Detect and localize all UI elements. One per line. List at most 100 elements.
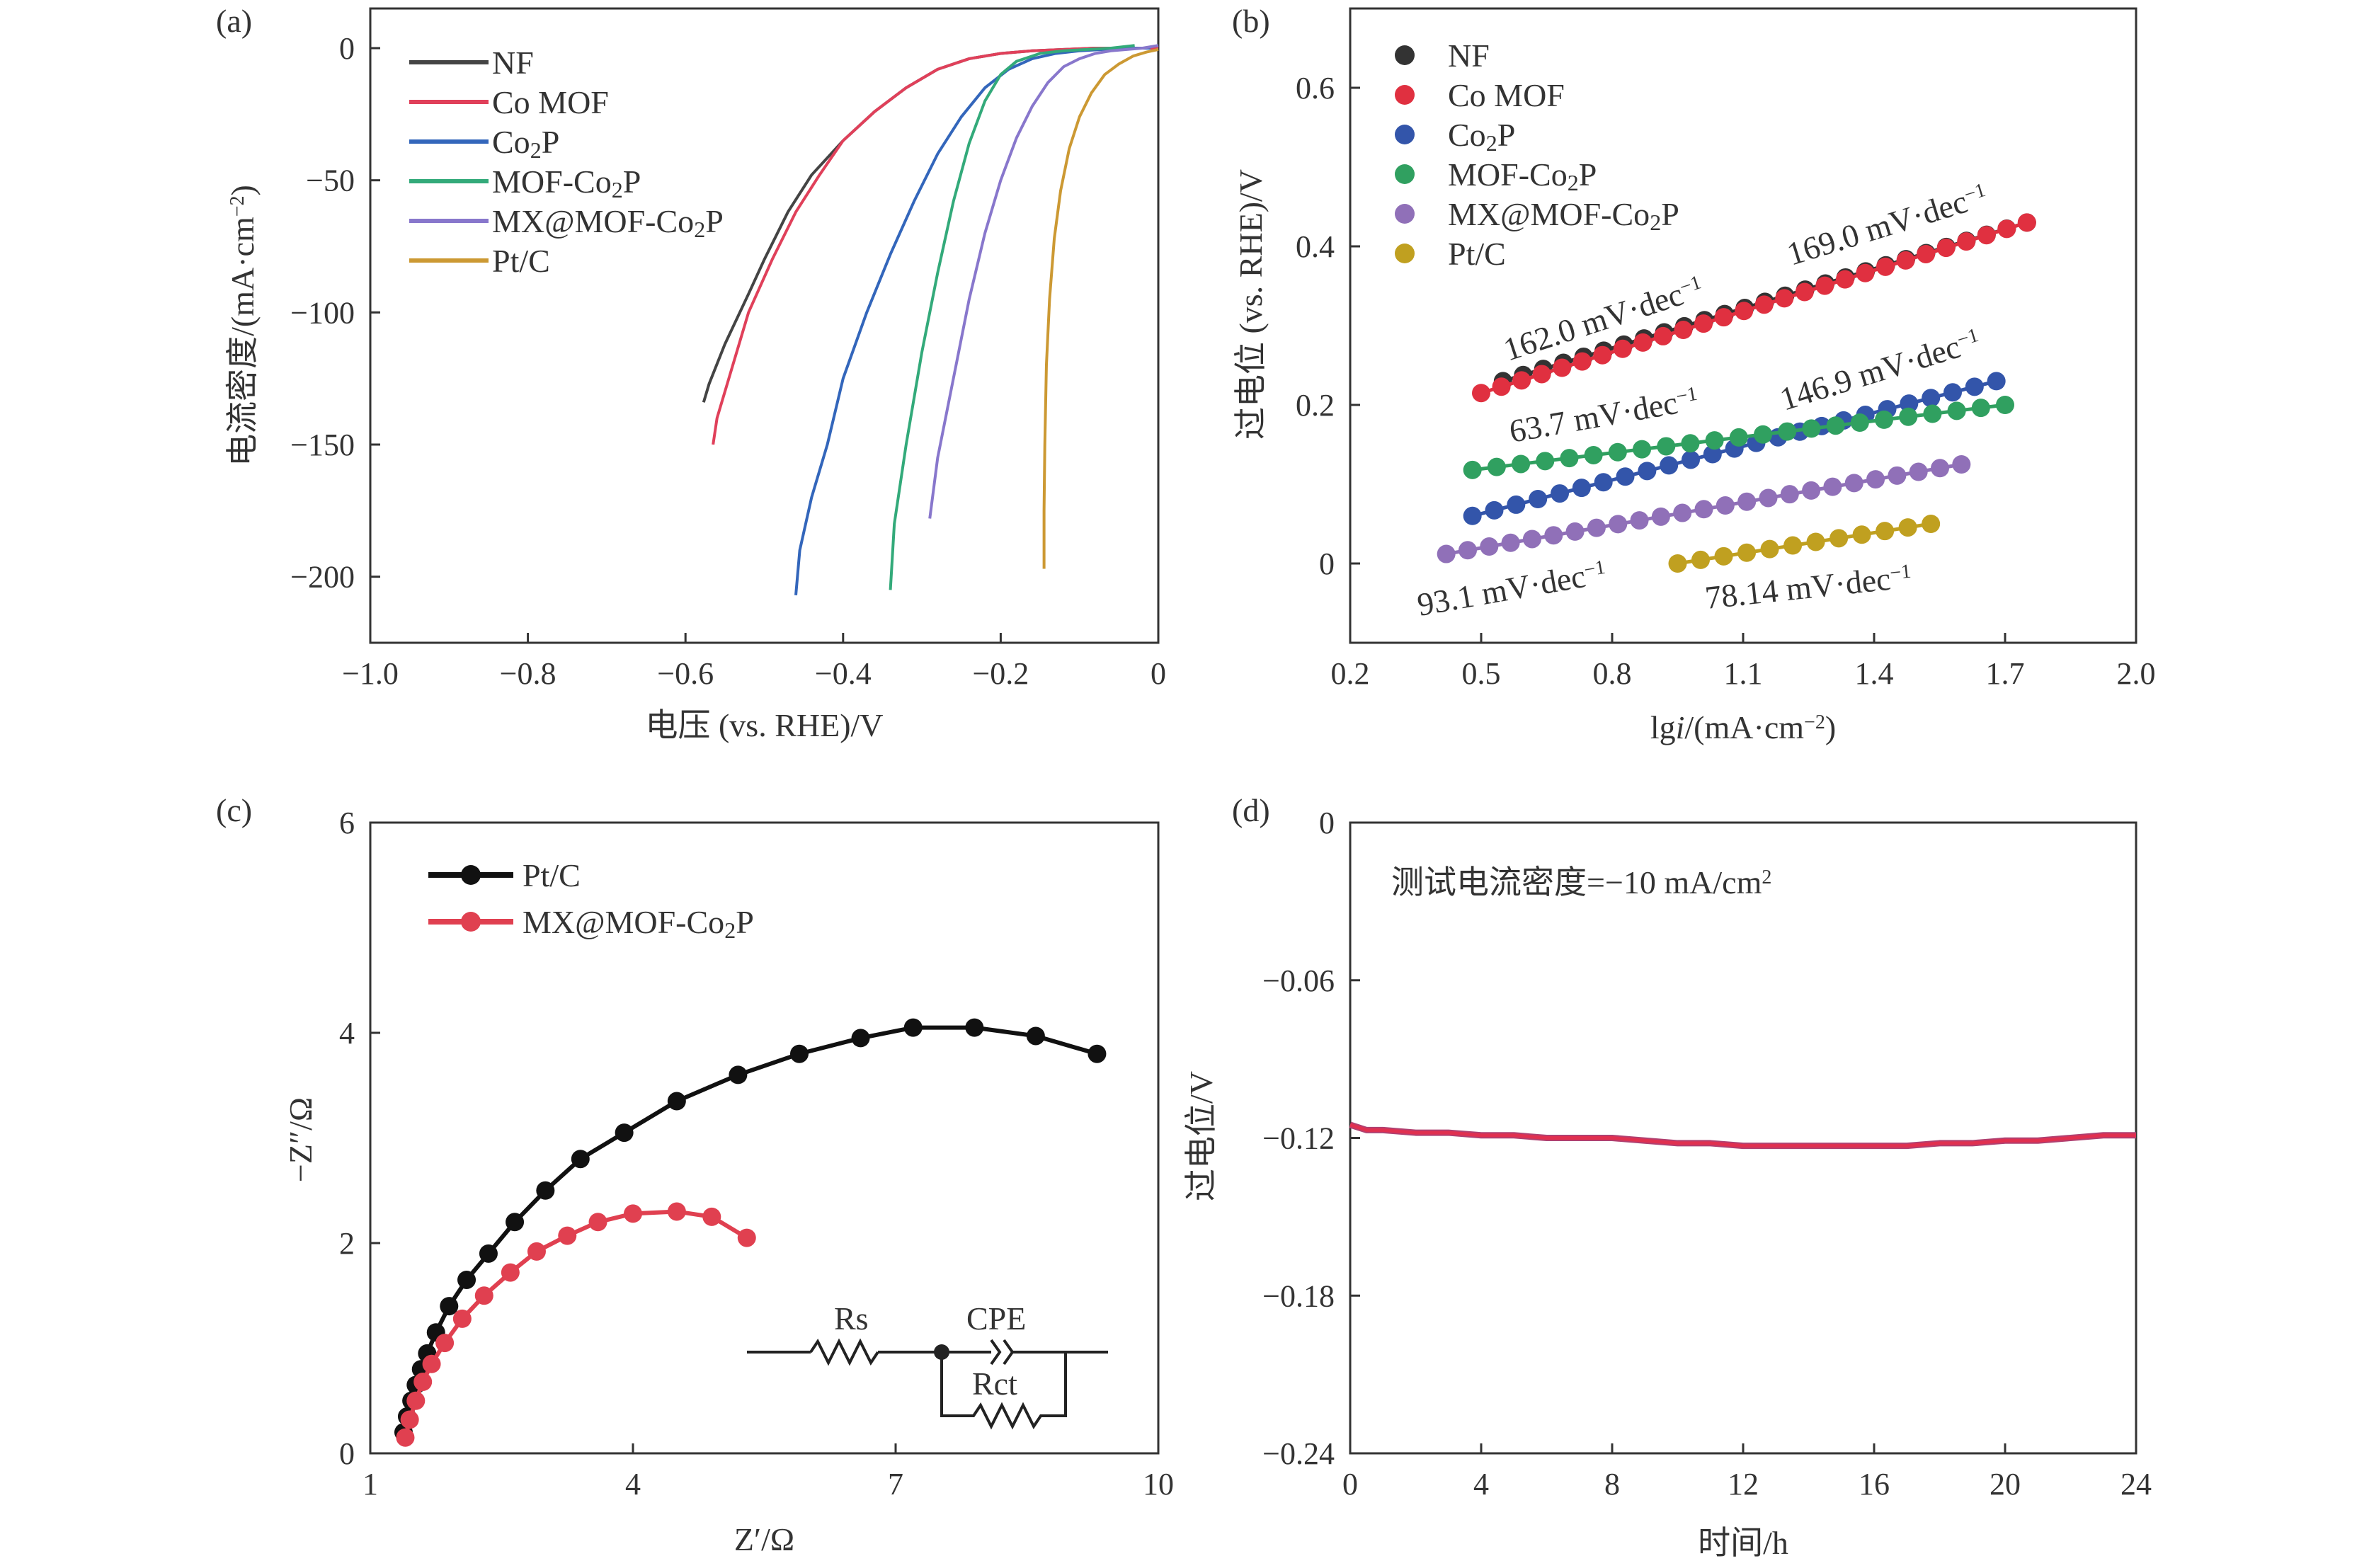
data-point	[1866, 470, 1885, 489]
x-tick-label: 0.2	[1331, 656, 1370, 691]
data-point	[506, 1213, 525, 1232]
y-tick-label: 2	[339, 1226, 355, 1261]
data-point	[1943, 383, 1962, 402]
data-point	[1856, 263, 1875, 282]
data-point	[1997, 219, 2016, 239]
series-line-2	[712, 47, 1158, 445]
data-point	[1705, 431, 1724, 450]
legend-marker-2	[1395, 85, 1415, 105]
cpe-element	[990, 1339, 1002, 1366]
x-tick-label: −1.0	[342, 656, 399, 691]
legend-label-2: Co MOF	[1448, 77, 1565, 113]
data-point	[1609, 515, 1628, 534]
data-point	[1682, 450, 1700, 469]
x-axis-label: 电压 (vs. RHE)/V	[645, 707, 883, 743]
data-point	[1594, 473, 1613, 492]
legend-marker-1	[1395, 45, 1415, 65]
x-tick-label: 8	[1604, 1467, 1620, 1501]
data-point	[1987, 372, 2006, 391]
data-point	[1900, 394, 1919, 413]
data-point	[1888, 466, 1907, 485]
circuit-label-cpe: CPE	[966, 1300, 1026, 1337]
data-point	[1875, 410, 1894, 429]
data-point	[558, 1226, 577, 1245]
data-point	[1613, 339, 1632, 358]
data-point	[1529, 490, 1548, 508]
panel-label: (b)	[1232, 3, 1270, 39]
legend-marker-5	[1395, 204, 1415, 224]
y-tick-label: 0	[1319, 806, 1335, 840]
data-point	[1532, 365, 1551, 384]
data-point	[789, 1044, 809, 1063]
equivalent-circuit: Rs CPE Rct	[747, 1300, 1108, 1430]
data-point	[1487, 457, 1506, 476]
data-point	[1593, 345, 1612, 365]
data-point	[479, 1244, 498, 1263]
y-tick-label: 0	[339, 1436, 355, 1471]
data-point	[1844, 474, 1863, 493]
legend-label-4: MOF-Co2P	[1448, 156, 1597, 195]
y-axis-label: 电流密度/(mA·cm−2)	[224, 185, 261, 467]
legend-label-2: Co MOF	[492, 84, 609, 120]
data-point	[1971, 399, 1990, 418]
x-tick-label: 20	[1990, 1467, 2021, 1501]
x-tick-label: 0.5	[1462, 656, 1501, 691]
y-tick-label: 0.2	[1296, 388, 1335, 423]
data-point	[965, 1018, 984, 1037]
data-point	[1463, 460, 1482, 479]
data-point	[1815, 276, 1834, 295]
y-axis-label: 过电位 (vs. RHE)/V	[1233, 169, 1269, 440]
data-point	[1759, 488, 1778, 508]
y-tick-label: −0.24	[1262, 1436, 1335, 1471]
data-point	[452, 1309, 472, 1328]
y-tick-label: −0.18	[1262, 1278, 1335, 1313]
data-point	[1608, 442, 1627, 462]
legend-label-5: MX@MOF-Co2P	[1448, 196, 1679, 235]
data-point	[1584, 445, 1603, 464]
data-point	[1544, 526, 1563, 545]
data-point	[1536, 452, 1555, 471]
panel-label: (c)	[216, 792, 252, 828]
legend-label-2: MX@MOF-Co2P	[523, 904, 754, 943]
data-point	[1657, 437, 1676, 456]
data-point	[1633, 440, 1652, 459]
y-axis-label: −Z″/Ω	[282, 1097, 319, 1182]
y-tick-label: 0	[339, 31, 355, 66]
data-point	[501, 1263, 520, 1282]
panel-c: (c) 1 4 7 10 0 2 4 6 Z′/Ω −Z″/Ω Pt/C MX@MOF-Co2P Rs CP…	[216, 792, 1174, 1557]
x-tick-label: −0.2	[972, 656, 1029, 691]
series-line-2	[403, 1209, 748, 1438]
x-tick-label: 1.7	[1986, 656, 2025, 691]
panel-b: (b) 0.2 0.5 0.8 1.1 1.4 1.7 2.0 0 0.2 0.4 0.6 lgi/(m…	[1232, 3, 2156, 745]
x-tick-label: 1.1	[1724, 656, 1763, 691]
data-point	[2017, 213, 2036, 232]
panel-a: (a) −1.0 −0.8 −0.6 −0.4 −0.2 0 0 −50 −100 −150 −200…	[216, 3, 1166, 743]
panel-label: (d)	[1232, 792, 1270, 828]
data-point	[1026, 1026, 1045, 1046]
series-line-5	[928, 44, 1159, 519]
resistor-rct	[940, 1352, 1067, 1430]
data-point	[1876, 257, 1895, 276]
series-line-1	[1349, 1123, 2136, 1148]
y-tick-label: −150	[290, 428, 355, 462]
data-point	[1735, 302, 1754, 321]
data-point	[1630, 511, 1649, 530]
x-tick-label: 16	[1859, 1467, 1890, 1501]
series-line-1	[702, 47, 1158, 403]
data-point	[1802, 419, 1821, 438]
fit-line-2	[1480, 221, 2028, 395]
data-point	[667, 1092, 686, 1111]
y-tick-label: −100	[290, 295, 355, 330]
y-tick-label: −0.06	[1262, 963, 1335, 998]
data-point	[1716, 496, 1735, 515]
data-point	[1952, 455, 1971, 474]
data-point	[1876, 522, 1895, 541]
data-point	[440, 1297, 459, 1316]
legend-label-3: Co2P	[492, 124, 559, 163]
circuit-label-rs: Rs	[834, 1300, 869, 1337]
data-point	[1673, 503, 1692, 522]
data-point	[536, 1181, 555, 1200]
x-tick-label: −0.4	[815, 656, 872, 691]
data-point	[457, 1270, 476, 1289]
data-point	[1512, 454, 1531, 474]
